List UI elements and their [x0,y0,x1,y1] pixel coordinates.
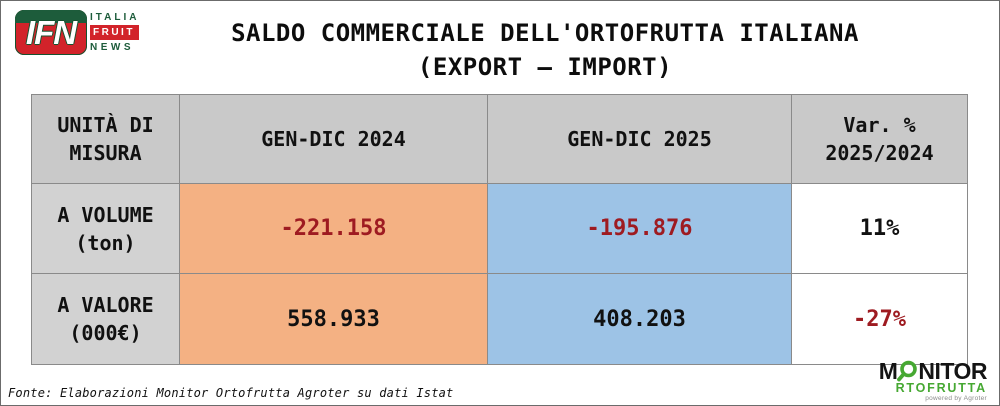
monitor-wordmark-m: M [878,358,898,384]
header-var-line1: Var. % [843,113,916,137]
ifn-badge-icon: IFN [15,10,87,55]
monitor-wordmark: M NITOR [878,358,988,384]
ifn-logo: IFN ITALIA FRUIT NEWS [15,10,139,55]
ifn-wordmark-italia: ITALIA [90,12,140,23]
monitor-ortofrutta-logo: M NITOR RTOFRUTTA powered by Agroter [878,358,988,403]
page-title-line2: (EXPORT – IMPORT) [417,53,673,81]
magnifier-icon [897,360,918,382]
cell-volume-2024: -221.158 [180,184,487,273]
page-title: SALDO COMMERCIALE DELL'ORTOFRUTTA ITALIA… [151,16,939,84]
cell-value-2024: 558.933 [180,274,487,364]
header-cell-2024: GEN-DIC 2024 [180,95,487,183]
cell-value-2025: 408.203 [488,274,791,364]
header-cell-var: Var. % 2025/2024 [792,95,967,183]
row-volume-line1: A VOLUME [57,202,154,227]
header-unit-line1: UNITÀ DI [57,113,154,137]
trade-balance-table: UNITÀ DI MISURA GEN-DIC 2024 GEN-DIC 202… [31,94,968,365]
header-var-line2: 2025/2024 [825,141,934,165]
monitor-powered-by: powered by Agroter [925,395,987,402]
ifn-wordmark: ITALIA FRUIT NEWS [90,11,139,55]
row-volume-line2: (ton) [75,230,136,255]
header-unit-line2: MISURA [69,141,142,165]
ifn-badge-green-band [15,10,87,23]
ifn-acronym: IFN [25,14,77,51]
monitor-wordmark-ortofrutta: RTOFRUTTA [895,381,987,395]
ifn-wordmark-fruit: FRUIT [90,25,139,40]
cell-volume-var: 11% [792,184,967,273]
cell-volume-2025: -195.876 [488,184,791,273]
header-cell-2025: GEN-DIC 2025 [488,95,791,183]
page-title-line1: SALDO COMMERCIALE DELL'ORTOFRUTTA ITALIA… [231,19,859,47]
ifn-wordmark-news: NEWS [90,42,134,53]
header-2024-label: GEN-DIC 2024 [261,127,406,151]
header-cell-unit: UNITÀ DI MISURA [32,95,179,183]
monitor-wordmark-nitor: NITOR [918,358,987,384]
cell-value-var: -27% [792,274,967,364]
row-label-volume: A VOLUME (ton) [32,184,179,273]
row-value-line1: A VALORE [57,293,154,317]
row-label-value: A VALORE (000€) [32,274,179,364]
row-value-line2: (000€) [69,321,142,345]
header-2025-label: GEN-DIC 2025 [567,127,712,151]
source-note: Fonte: Elaborazioni Monitor Ortofrutta A… [8,386,454,400]
